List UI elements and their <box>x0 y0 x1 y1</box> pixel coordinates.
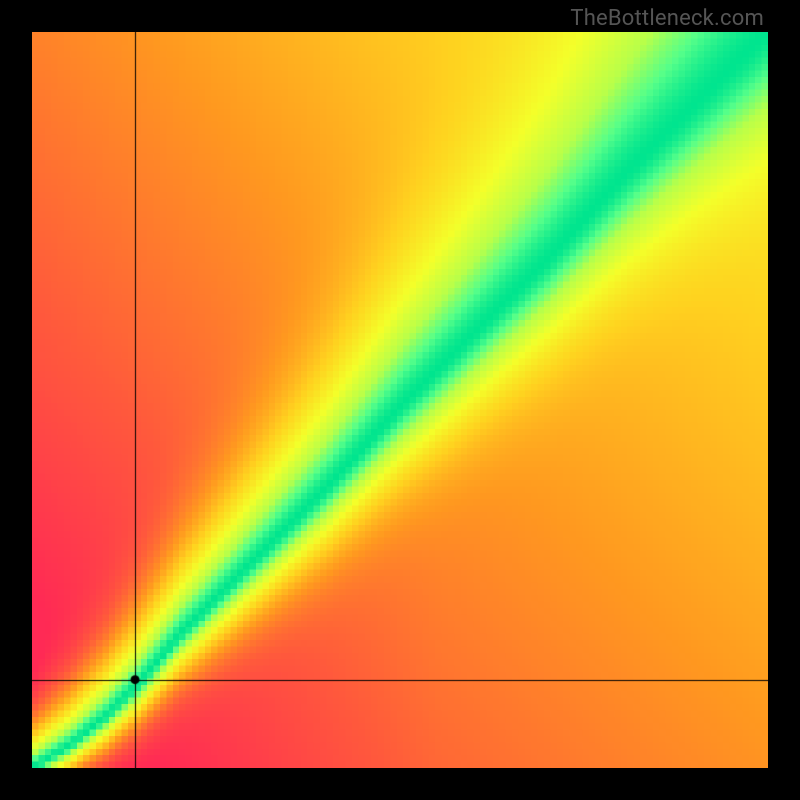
bottleneck-heatmap <box>32 32 768 768</box>
watermark-text: TheBottleneck.com <box>570 6 764 31</box>
chart-container: TheBottleneck.com <box>0 0 800 800</box>
